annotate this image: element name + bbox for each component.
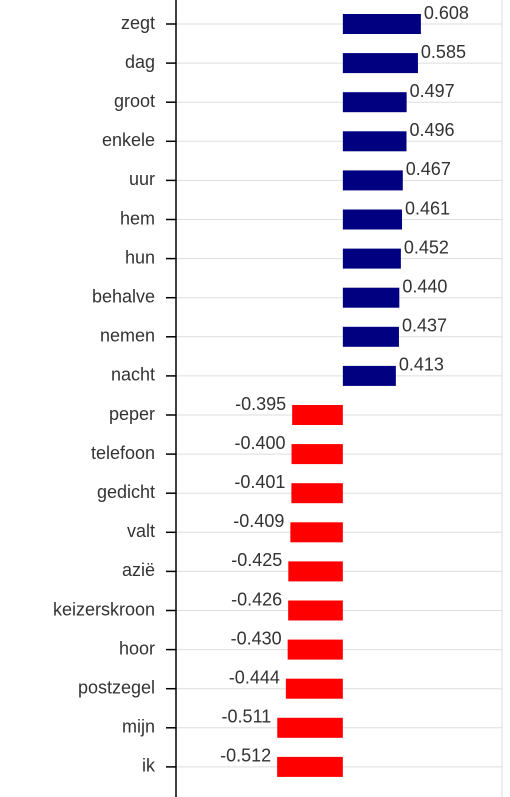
bar bbox=[277, 717, 343, 738]
bar bbox=[291, 483, 343, 504]
y-tick-label: behalve bbox=[92, 286, 155, 306]
value-label: 0.437 bbox=[402, 316, 447, 336]
bar bbox=[342, 14, 421, 34]
value-label: -0.409 bbox=[233, 511, 284, 531]
value-label: -0.444 bbox=[229, 667, 280, 687]
y-tick-label: peper bbox=[109, 404, 155, 424]
value-label: 0.440 bbox=[402, 276, 447, 296]
y-tick-label: groot bbox=[114, 91, 155, 111]
y-tick-label: uur bbox=[129, 169, 155, 189]
y-tick-label: keizerskroon bbox=[53, 599, 155, 619]
bar bbox=[342, 92, 407, 113]
value-label: 0.452 bbox=[404, 237, 449, 257]
value-label: 0.585 bbox=[421, 42, 466, 62]
y-tick-label: hun bbox=[125, 247, 155, 267]
y-tick-label: enkele bbox=[102, 130, 155, 150]
bar bbox=[292, 405, 343, 425]
bar bbox=[277, 756, 343, 777]
value-label: 0.608 bbox=[424, 3, 469, 23]
value-label: 0.413 bbox=[399, 355, 444, 375]
y-tick-label: gedicht bbox=[97, 482, 155, 502]
bar bbox=[342, 131, 407, 152]
bar bbox=[342, 209, 403, 230]
y-tick-label: azië bbox=[122, 560, 155, 580]
bar bbox=[291, 444, 343, 465]
bar bbox=[342, 53, 418, 74]
y-tick-label: mijn bbox=[122, 717, 155, 737]
value-label: 0.497 bbox=[410, 81, 455, 101]
value-label: -0.401 bbox=[234, 472, 285, 492]
y-tick-label: hem bbox=[120, 208, 155, 228]
y-tick-label: dag bbox=[125, 52, 155, 72]
value-label: -0.426 bbox=[231, 589, 282, 609]
y-tick-label: hoor bbox=[119, 638, 155, 658]
y-tick-label: telefoon bbox=[91, 443, 155, 463]
y-tick-label: zegt bbox=[121, 13, 155, 33]
value-label: -0.400 bbox=[234, 433, 285, 453]
y-tick-label: valt bbox=[127, 521, 155, 541]
bar bbox=[342, 365, 396, 386]
value-label: -0.395 bbox=[235, 394, 286, 414]
y-tick-label: nemen bbox=[100, 326, 155, 346]
bar bbox=[288, 561, 343, 582]
bar bbox=[285, 678, 343, 699]
bar bbox=[342, 248, 401, 269]
value-label: -0.425 bbox=[231, 550, 282, 570]
bar bbox=[290, 522, 343, 543]
y-tick-label: postzegel bbox=[78, 677, 155, 697]
bar bbox=[287, 639, 343, 660]
value-label: 0.461 bbox=[405, 198, 450, 218]
bar bbox=[288, 600, 343, 621]
bar bbox=[342, 170, 403, 191]
y-tick-label: ik bbox=[142, 756, 156, 776]
value-label: 0.467 bbox=[406, 159, 451, 179]
value-label: 0.496 bbox=[410, 120, 455, 140]
value-label: -0.512 bbox=[220, 746, 271, 766]
bar bbox=[342, 326, 399, 347]
value-label: -0.511 bbox=[222, 707, 272, 727]
value-label: -0.430 bbox=[231, 628, 282, 648]
y-tick-label: nacht bbox=[111, 365, 155, 385]
bar bbox=[342, 287, 400, 308]
